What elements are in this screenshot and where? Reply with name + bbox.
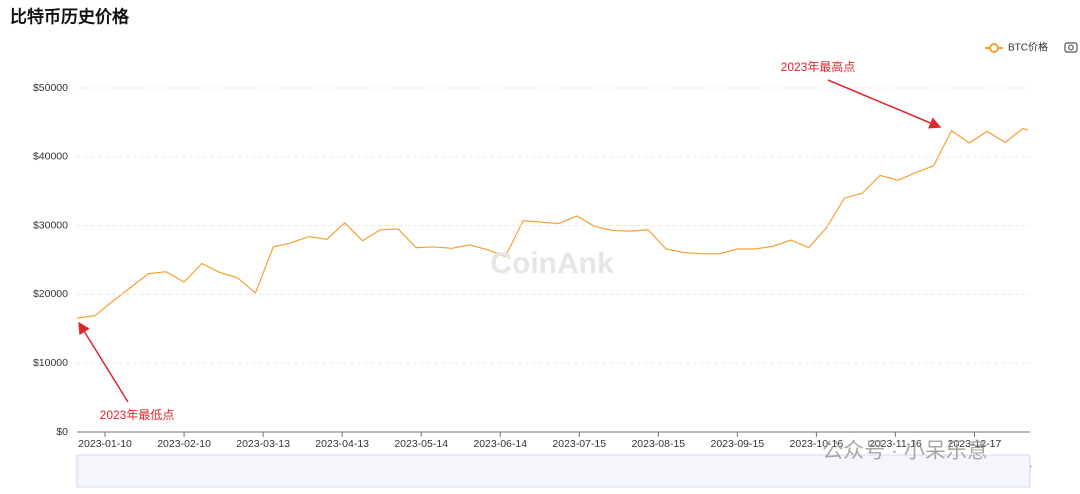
chart-title: 比特币历史价格 bbox=[10, 6, 130, 26]
x-tick-label: 2023-07-15 bbox=[552, 438, 606, 450]
x-tick-label: 2023-06-14 bbox=[473, 438, 527, 450]
annotation: 2023年最高点 bbox=[781, 59, 856, 74]
x-tick-label: 2023-08-15 bbox=[631, 438, 685, 450]
annotation-arrow bbox=[78, 321, 129, 403]
x-tick-label: 2023-03-13 bbox=[236, 438, 290, 450]
line bbox=[76, 127, 1029, 319]
y-tick-label: $40000 bbox=[33, 151, 68, 163]
y-tick-label: $30000 bbox=[33, 219, 68, 231]
legend-marker bbox=[989, 43, 999, 53]
x-tick-label: 2023-04-13 bbox=[315, 438, 369, 450]
camera-icon[interactable] bbox=[1064, 42, 1078, 53]
legend[interactable]: BTC价格 bbox=[985, 41, 1048, 54]
y-tick-label: $50000 bbox=[33, 82, 68, 94]
x-tick-label: 2023-09-15 bbox=[710, 438, 764, 450]
x-tick-label: 2023-12-17 bbox=[948, 438, 1002, 450]
y-tick-label: $20000 bbox=[33, 288, 68, 300]
x-tick-label: 2023-11-16 bbox=[869, 438, 922, 450]
y-tick-label: $0 bbox=[56, 426, 68, 438]
x-tick-label: 2023-10-16 bbox=[790, 438, 844, 450]
annotation: 2023年最低点 bbox=[100, 408, 175, 422]
x-tick-label: 2023-05-14 bbox=[394, 438, 448, 450]
x-tick-label: 2023-02-10 bbox=[157, 438, 211, 450]
annotation-arrow bbox=[827, 79, 942, 129]
legend-label: BTC价格 bbox=[1008, 41, 1048, 54]
watermark: CoinAnk bbox=[490, 247, 614, 280]
zoom-track bbox=[76, 454, 1031, 488]
x-tick-label: 2023-01-10 bbox=[78, 438, 132, 450]
y-tick-label: $10000 bbox=[33, 357, 68, 369]
overlay-watermark: 公众号 · 小呆乐意 bbox=[822, 440, 988, 463]
